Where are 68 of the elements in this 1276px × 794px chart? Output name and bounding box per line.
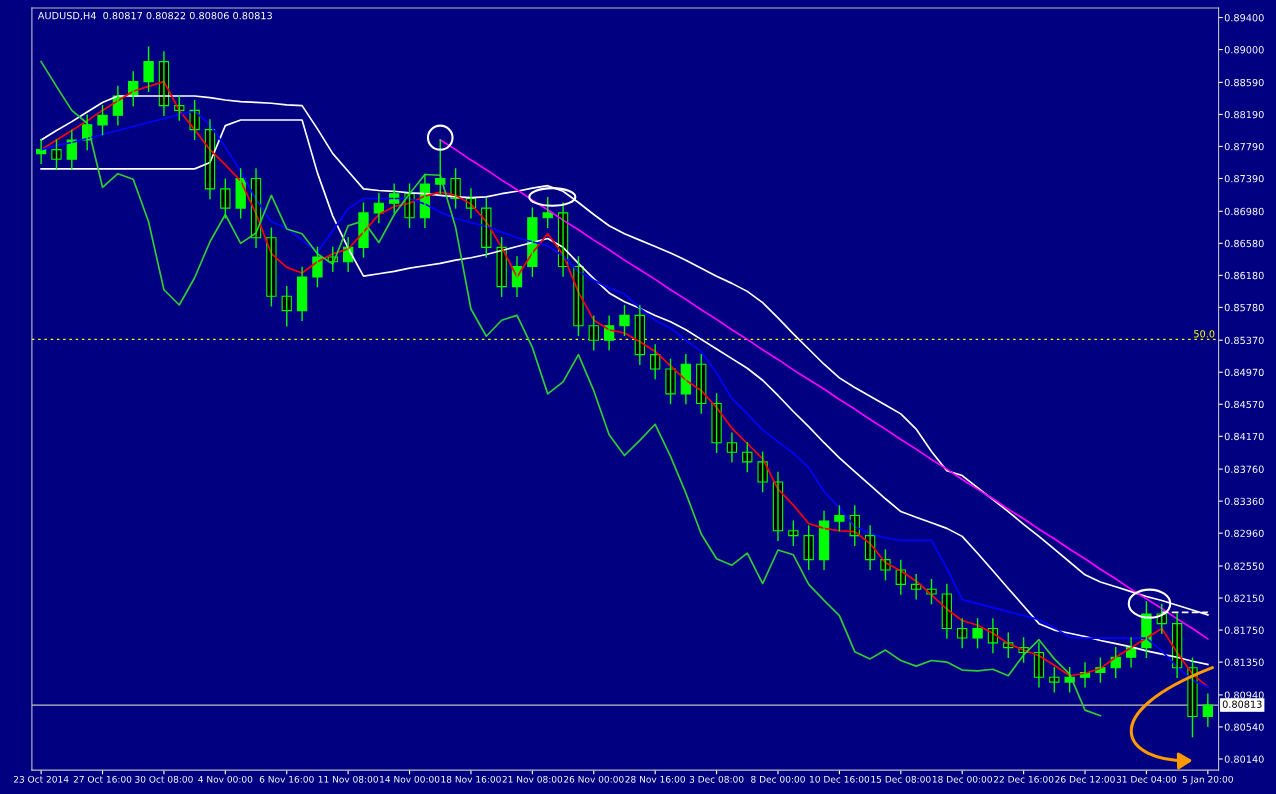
y-tick-label: 0.84170 [1224, 432, 1264, 441]
candlestick [588, 315, 599, 351]
x-tick-label: 21 Nov 08:00 [502, 775, 563, 783]
annotation: 50.0 [1194, 330, 1215, 338]
x-tick-label: 26 Dec 12:00 [1055, 775, 1115, 783]
x-tick-label: 26 Nov 00:00 [564, 775, 624, 783]
y-tick-label: 0.85370 [1224, 336, 1264, 345]
y-tick-label: 0.88190 [1224, 110, 1264, 119]
candlestick [972, 618, 983, 649]
x-tick-label: 18 Dec 00:00 [932, 775, 992, 783]
x-tick-label: 14 Nov 00:00 [380, 775, 440, 783]
chart-title: AUDUSD,H4 0.80817 0.80822 0.80806 0.80813 [37, 11, 272, 21]
y-tick-label: 0.86180 [1224, 271, 1264, 280]
y-tick-label: 0.84970 [1224, 368, 1264, 377]
candlestick [220, 178, 231, 219]
ref-line-label: 0.80813 [1222, 700, 1262, 708]
candlestick [803, 525, 814, 570]
y-tick-label: 0.80140 [1224, 755, 1264, 763]
candlestick [143, 46, 154, 92]
candlestick [266, 227, 277, 307]
y-tick-label: 0.82550 [1224, 562, 1264, 570]
candlestick [665, 358, 676, 405]
x-tick-label: 10 Dec 16:00 [810, 775, 870, 783]
candlestick [957, 618, 968, 649]
x-tick-label: 31 Dec 04:00 [1116, 775, 1177, 783]
candlestick [51, 139, 62, 170]
candlestick [97, 104, 108, 136]
candlestick [834, 505, 845, 532]
line-series [40, 60, 1102, 717]
y-tick-label: 0.80940 [1224, 691, 1264, 699]
x-tick-label: 30 Oct 08:00 [135, 775, 193, 783]
x-tick-label: 11 Nov 08:00 [318, 775, 378, 783]
x-tick-label: 23 Oct 2014 [13, 775, 69, 783]
y-tick-label: 0.85780 [1224, 303, 1264, 312]
x-tick-label: 28 Nov 16:00 [625, 775, 686, 783]
y-tick-label: 0.86980 [1224, 207, 1264, 216]
y-tick-label: 0.89400 [1224, 14, 1264, 22]
x-tick-label: 6 Nov 16:00 [259, 775, 314, 783]
x-tick-label: 5 Jan 20:00 [1182, 775, 1233, 785]
candlestick [711, 393, 722, 454]
y-tick-label: 0.83760 [1224, 465, 1264, 473]
y-tick-label: 0.82960 [1224, 529, 1264, 538]
y-tick-label: 0.84570 [1224, 400, 1264, 409]
candlestick [619, 305, 630, 337]
candlestick [281, 285, 292, 327]
y-tick-label: 0.87390 [1224, 174, 1264, 183]
candlestick [542, 197, 553, 229]
y-tick-label: 0.81750 [1224, 626, 1264, 634]
candlestick [312, 246, 323, 288]
candlestick [1049, 666, 1060, 693]
y-tick-label: 0.80540 [1224, 723, 1264, 731]
y-tick-label: 0.88590 [1224, 78, 1264, 87]
candlestick [742, 442, 753, 473]
y-tick-label: 0.82150 [1224, 594, 1264, 602]
x-tick-label: 8 Dec 00:00 [751, 775, 805, 783]
x-tick-label: 15 Dec 08:00 [871, 775, 931, 783]
x-tick-label: 4 Nov 00:00 [198, 775, 253, 783]
y-tick-label: 0.83360 [1224, 497, 1264, 505]
x-tick-label: 18 Nov 16:00 [441, 775, 501, 783]
y-tick-label: 0.89000 [1224, 46, 1264, 54]
y-tick-label: 0.81350 [1224, 658, 1264, 666]
candlestick [757, 451, 768, 493]
x-tick-label: 27 Oct 16:00 [73, 775, 132, 783]
y-tick-label: 0.86580 [1224, 239, 1264, 248]
candlestick [788, 520, 799, 546]
y-tick-label: 0.87790 [1224, 142, 1264, 151]
x-tick-label: 22 Dec 16:00 [993, 775, 1054, 783]
x-tick-label: 3 Dec 08:00 [689, 775, 744, 783]
